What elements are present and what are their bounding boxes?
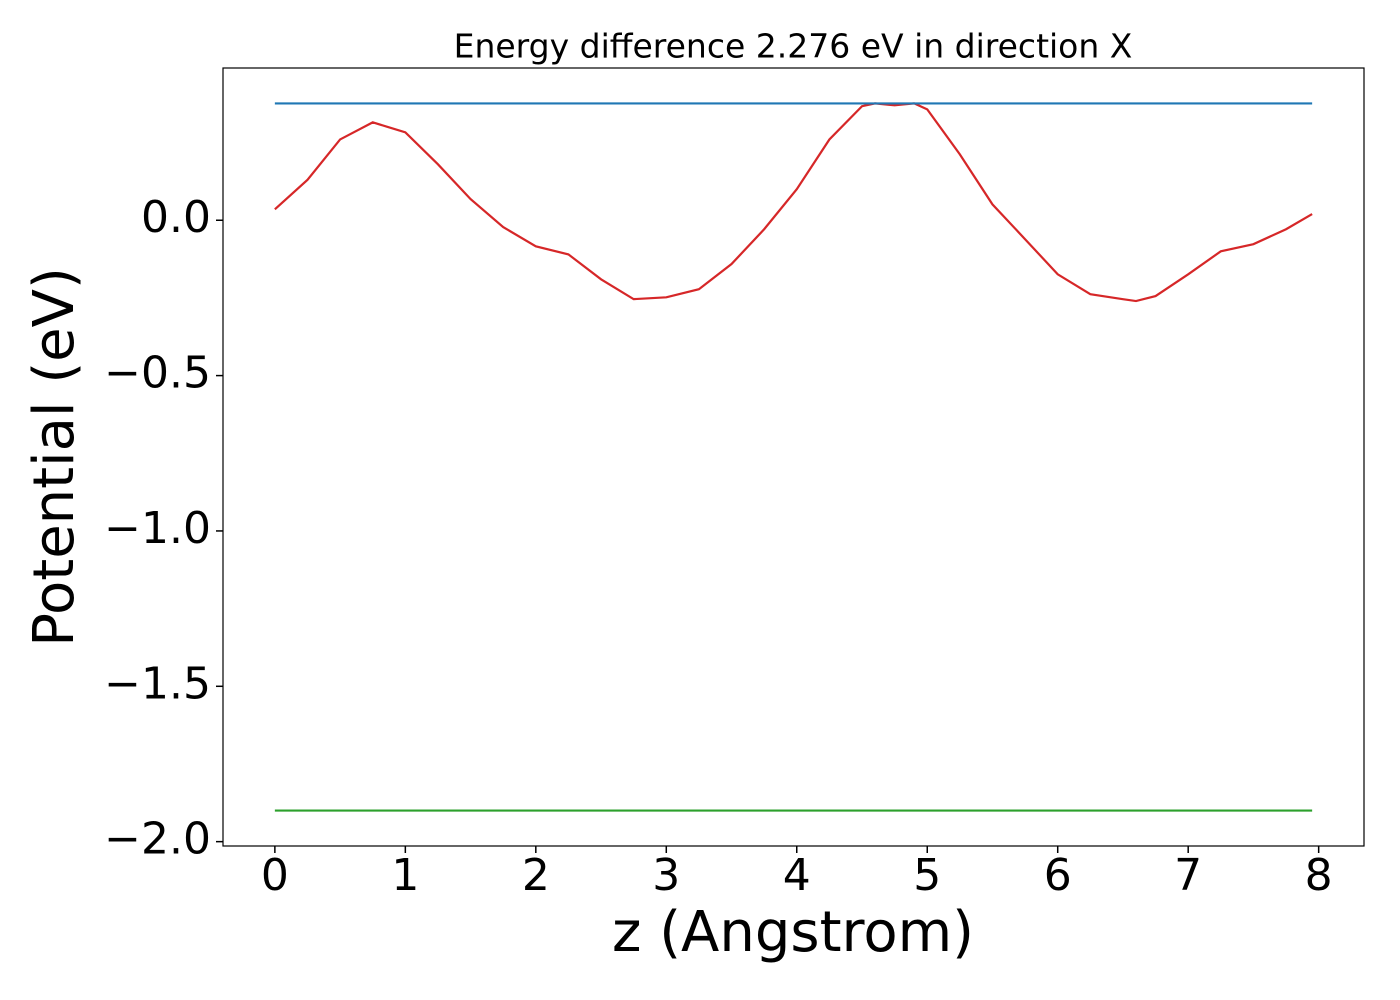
y-tick-label: −0.5 <box>104 348 211 399</box>
y-axis-label: Potential (eV) <box>22 267 87 647</box>
x-axis-label: z (Angstrom) <box>612 900 974 965</box>
x-tick-label: 6 <box>1044 850 1072 901</box>
x-tick-label: 7 <box>1174 850 1202 901</box>
chart-title: Energy difference 2.276 eV in direction … <box>454 27 1133 66</box>
line-series <box>274 102 1313 303</box>
x-tick-label: 0 <box>261 850 289 901</box>
x-tick-label: 1 <box>391 850 419 901</box>
x-tick-label: 5 <box>913 850 941 901</box>
x-tick-label: 8 <box>1305 850 1333 901</box>
x-tick-label: 4 <box>783 850 811 901</box>
plot-frame <box>222 67 1365 847</box>
y-tick-label: −1.0 <box>104 503 211 554</box>
y-tick-label: −1.5 <box>104 658 211 709</box>
x-tick-label: 2 <box>522 850 550 901</box>
y-tick-label: 0.0 <box>141 192 211 243</box>
y-tick-label: −2.0 <box>104 814 211 865</box>
x-tick-label: 3 <box>652 850 680 901</box>
